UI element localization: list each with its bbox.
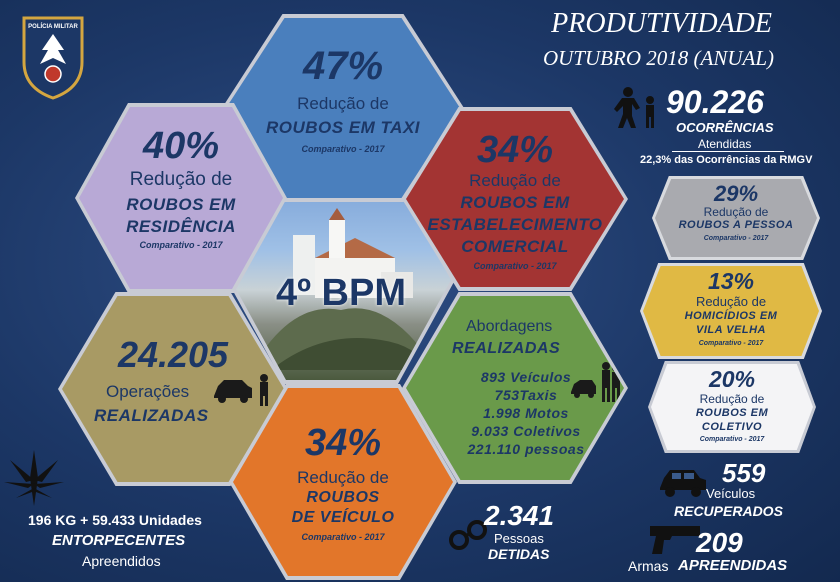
homicidios-label-line2: HOMICÍDIOS EM [684, 310, 778, 322]
coletivo-comparativo: Comparativo - 2017 [699, 436, 765, 443]
taxi-percent: 47% [302, 44, 384, 88]
police-emblem: POLÍCIA MILITAR [20, 12, 86, 100]
residencia-percent: 40% [142, 125, 220, 167]
traffic-stop-icon [571, 362, 620, 402]
veiculos-label-line2: RECUPERADOS [674, 503, 783, 519]
abordagens-item: 893 Veículos [480, 369, 572, 385]
coletivo-percent: 20% [708, 366, 756, 392]
homicidios-percent: 13% [707, 268, 755, 294]
residencia-comparativo: Comparativo - 2017 [139, 240, 223, 250]
veiculos-value: 559 [722, 458, 766, 488]
entorpecentes-label: ENTORPECENTES [52, 532, 186, 549]
pessoas-label-line2: DETIDAS [488, 546, 550, 562]
entorpecentes-amount: 196 KG + 59.433 Unidades [28, 512, 202, 528]
comercial-percent: 34% [476, 129, 554, 171]
taxi-label-line1: Redução de [297, 94, 389, 113]
veiculo-label-line3: DE VEÍCULO [291, 509, 395, 526]
cannabis-leaf-icon [4, 450, 64, 506]
taxi-label-line2: ROUBOS EM TAXI [265, 118, 421, 137]
veiculo-label-line1: Redução de [297, 468, 389, 487]
operacoes-value: 24.205 [117, 334, 229, 375]
abordagens-label-line1: Abordagens [466, 318, 553, 335]
pill-roubos-pessoa: 29% Redução de ROUBOS A PESSOA Comparati… [655, 179, 817, 257]
veiculo-label-line2: ROUBOS [306, 489, 380, 506]
veiculos-label-line1: Veículos [706, 486, 756, 501]
coletivo-label-line1: Redução de [699, 392, 765, 406]
page-title: PRODUTIVIDADE [551, 8, 772, 39]
hex-operacoes: 24.205 Operações REALIZADAS [62, 296, 284, 482]
armas-value: 209 [696, 527, 743, 558]
entorpecentes-sub: Apreendidos [82, 553, 161, 569]
ocorrencias-value: 90.226 [666, 84, 764, 120]
pessoa-percent: 29% [713, 181, 759, 206]
police-shield-icon [22, 16, 84, 100]
abordagens-item: 9.033 Coletivos [471, 423, 581, 439]
homicidios-label-line1: Redução de [695, 294, 767, 309]
ocorrencias-divider [672, 151, 784, 152]
comercial-label-line2: ROUBOS EM [460, 193, 570, 212]
residencia-label-line2: ROUBOS EM [126, 195, 236, 214]
handgun-icon [650, 526, 700, 554]
car-icon [660, 470, 706, 497]
handcuffs-icon [449, 520, 487, 550]
ocorrencias-note: 22,3% das Ocorrências da RMGV [640, 154, 813, 166]
operacoes-label-line1: Operações [106, 382, 190, 401]
page-subtitle: OUTUBRO 2018 (ANUAL) [543, 46, 774, 70]
abordagens-label-line2: REALIZADAS [452, 340, 561, 357]
taxi-comparativo: Comparativo - 2017 [301, 144, 385, 154]
pill-homicidios: 13% Redução de HOMICÍDIOS EM VILA VELHA … [643, 266, 819, 356]
veiculo-percent: 34% [304, 422, 382, 464]
pessoa-comparativo: Comparativo - 2017 [703, 235, 769, 242]
homicidios-comparativo: Comparativo - 2017 [698, 340, 764, 347]
armas-label-line2: APREENDIDAS [678, 557, 788, 574]
operacoes-label-line2: REALIZADAS [94, 406, 209, 425]
ocorrencias-sub: Atendidas [698, 137, 752, 151]
officer-assist-icon [614, 87, 654, 128]
pessoa-label-line2: ROUBOS A PESSOA [678, 219, 794, 231]
homicidios-label-line3: VILA VELHA [696, 324, 766, 336]
convent-illustration-icon [251, 208, 436, 370]
battalion-label: 4º BPM [275, 272, 406, 314]
veiculo-comparativo: Comparativo - 2017 [301, 532, 385, 542]
comercial-label-line1: Redução de [469, 171, 561, 190]
ocorrencias-label: OCORRÊNCIAS [676, 120, 774, 135]
pessoas-label-line1: Pessoas [494, 531, 544, 546]
comercial-comparativo: Comparativo - 2017 [473, 261, 557, 271]
residencia-label-line1: Redução de [129, 169, 233, 190]
patrol-car-icon [214, 374, 268, 406]
coletivo-label-line3: COLETIVO [701, 421, 763, 433]
pessoa-label-line1: Redução de [703, 205, 769, 219]
armas-label-line1: Armas [628, 558, 669, 574]
pill-roubos-coletivo: 20% Redução de ROUBOS EM COLETIVO Compar… [651, 364, 813, 450]
pessoas-value: 2.341 [484, 500, 555, 531]
abordagens-item: 221.110 pessoas [467, 441, 585, 457]
comercial-label-line4: COMERCIAL [461, 237, 569, 256]
abordagens-item: 753Taxis [494, 387, 558, 403]
abordagens-item: 1.998 Motos [483, 405, 569, 421]
comercial-label-line3: ESTABELECIMENTO [427, 215, 603, 234]
abordagens-list: 893 Veículos 753Taxis 1.998 Motos 9.033 … [456, 368, 596, 458]
emblem-label: POLÍCIA MILITAR [28, 24, 78, 30]
coletivo-label-line2: ROUBOS EM [695, 407, 769, 419]
residencia-label-line3: RESIDÊNCIA [126, 217, 236, 236]
